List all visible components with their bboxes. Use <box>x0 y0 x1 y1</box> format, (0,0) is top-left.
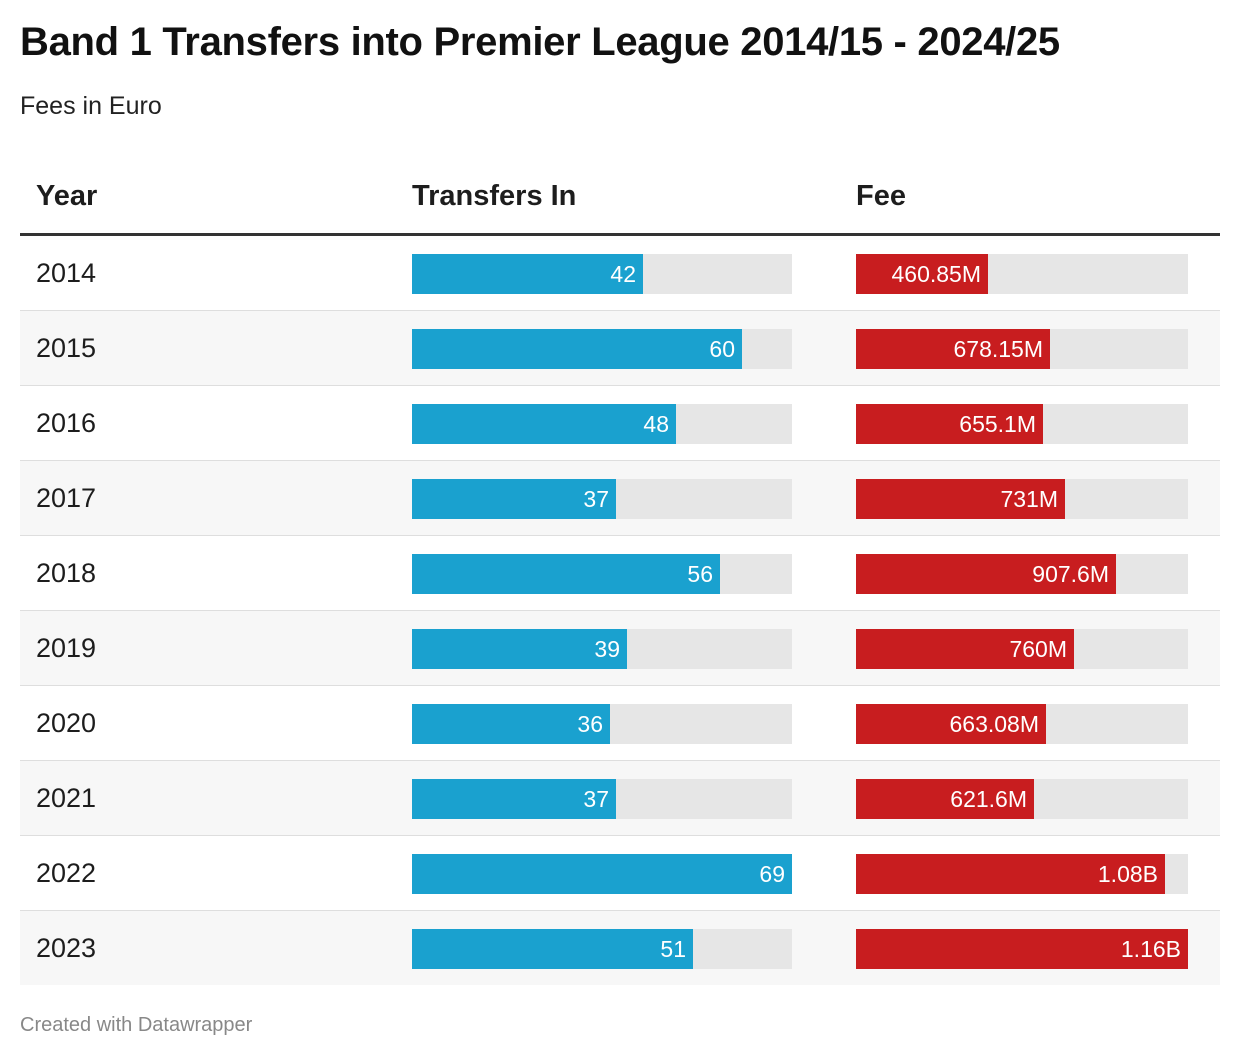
fee-value-label: 760M <box>1009 636 1067 662</box>
year-cell: 2017 <box>36 483 97 513</box>
year-cell: 2019 <box>36 633 97 663</box>
fee-track: 907.6M <box>856 554 1188 594</box>
transfers-track: 36 <box>412 704 792 744</box>
transfers-value-label: 37 <box>583 786 609 812</box>
transfers-bar: 37 <box>412 779 616 819</box>
table-row: 2020 36 663.08M <box>20 686 1220 761</box>
transfers-value-label: 48 <box>643 411 669 437</box>
transfers-value-label: 39 <box>594 636 620 662</box>
transfers-track: 37 <box>412 479 792 519</box>
fee-bar: 663.08M <box>856 704 1046 744</box>
fee-bar: 760M <box>856 629 1074 669</box>
fee-bar: 1.08B <box>856 854 1165 894</box>
transfers-bar: 42 <box>412 254 643 294</box>
transfers-track: 39 <box>412 629 792 669</box>
transfers-track: 60 <box>412 329 792 369</box>
transfers-bar: 37 <box>412 479 616 519</box>
fee-track: 678.15M <box>856 329 1188 369</box>
transfers-value-label: 51 <box>660 936 686 962</box>
year-cell: 2018 <box>36 558 97 588</box>
fee-track: 460.85M <box>856 254 1188 294</box>
chart-subtitle: Fees in Euro <box>20 92 162 120</box>
table-row: 2022 69 1.08B <box>20 836 1220 911</box>
fee-track: 621.6M <box>856 779 1188 819</box>
fee-value-label: 678.15M <box>953 336 1043 362</box>
fee-track: 1.16B <box>856 929 1188 969</box>
fee-track: 1.08B <box>856 854 1188 894</box>
table-header: Year Transfers In Fee <box>20 160 1220 236</box>
fee-track: 731M <box>856 479 1188 519</box>
transfers-bar: 51 <box>412 929 693 969</box>
fee-value-label: 731M <box>1000 486 1058 512</box>
table-row: 2014 42 460.85M <box>20 236 1220 311</box>
fee-value-label: 655.1M <box>959 411 1036 437</box>
transfers-track: 69 <box>412 854 792 894</box>
column-header-year[interactable]: Year <box>36 180 98 212</box>
table-row: 2021 37 621.6M <box>20 761 1220 836</box>
table-row: 2023 51 1.16B <box>20 911 1220 985</box>
data-table: Year Transfers In Fee 2014 42 460.85M 2015 6… <box>20 160 1220 985</box>
footer-credit: Created with Datawrapper <box>20 1014 253 1036</box>
year-cell: 2022 <box>36 858 97 888</box>
transfers-bar: 39 <box>412 629 627 669</box>
year-cell: 2014 <box>36 258 97 288</box>
transfers-value-label: 37 <box>583 486 609 512</box>
transfers-track: 56 <box>412 554 792 594</box>
year-cell: 2023 <box>36 933 97 963</box>
fee-bar: 678.15M <box>856 329 1050 369</box>
table-body: 2014 42 460.85M 2015 60 678.15M 2016 48 655.1M 20… <box>20 236 1220 985</box>
year-cell: 2020 <box>36 708 97 738</box>
table-row: 2018 56 907.6M <box>20 536 1220 611</box>
transfers-value-label: 36 <box>577 711 603 737</box>
year-cell: 2016 <box>36 408 97 438</box>
fee-track: 655.1M <box>856 404 1188 444</box>
fee-value-label: 460.85M <box>891 261 981 287</box>
table-row: 2017 37 731M <box>20 461 1220 536</box>
fee-value-label: 663.08M <box>949 711 1039 737</box>
transfers-bar: 60 <box>412 329 742 369</box>
transfers-bar: 69 <box>412 854 792 894</box>
column-header-fee[interactable]: Fee <box>856 180 906 212</box>
table-row: 2019 39 760M <box>20 611 1220 686</box>
fee-bar: 655.1M <box>856 404 1043 444</box>
year-cell: 2021 <box>36 783 97 813</box>
transfers-bar: 36 <box>412 704 610 744</box>
fee-value-label: 1.08B <box>1097 861 1158 887</box>
table-row: 2015 60 678.15M <box>20 311 1220 386</box>
transfers-track: 51 <box>412 929 792 969</box>
fee-bar: 907.6M <box>856 554 1116 594</box>
fee-bar: 460.85M <box>856 254 988 294</box>
table-row: 2016 48 655.1M <box>20 386 1220 461</box>
fee-bar: 731M <box>856 479 1065 519</box>
transfers-value-label: 42 <box>610 261 636 287</box>
fee-value-label: 621.6M <box>950 786 1027 812</box>
fee-track: 760M <box>856 629 1188 669</box>
fee-value-label: 907.6M <box>1032 561 1109 587</box>
chart-title: Band 1 Transfers into Premier League 201… <box>20 20 1060 64</box>
year-cell: 2015 <box>36 333 97 363</box>
fee-bar: 621.6M <box>856 779 1034 819</box>
fee-track: 663.08M <box>856 704 1188 744</box>
transfers-bar: 56 <box>412 554 720 594</box>
transfers-track: 42 <box>412 254 792 294</box>
transfers-value-label: 56 <box>687 561 713 587</box>
column-header-transfers-in[interactable]: Transfers In <box>412 180 577 212</box>
fee-bar: 1.16B <box>856 929 1188 969</box>
transfers-value-label: 60 <box>709 336 735 362</box>
transfers-bar: 48 <box>412 404 676 444</box>
transfers-track: 48 <box>412 404 792 444</box>
fee-value-label: 1.16B <box>1120 936 1181 962</box>
transfers-track: 37 <box>412 779 792 819</box>
transfers-value-label: 69 <box>759 861 785 887</box>
